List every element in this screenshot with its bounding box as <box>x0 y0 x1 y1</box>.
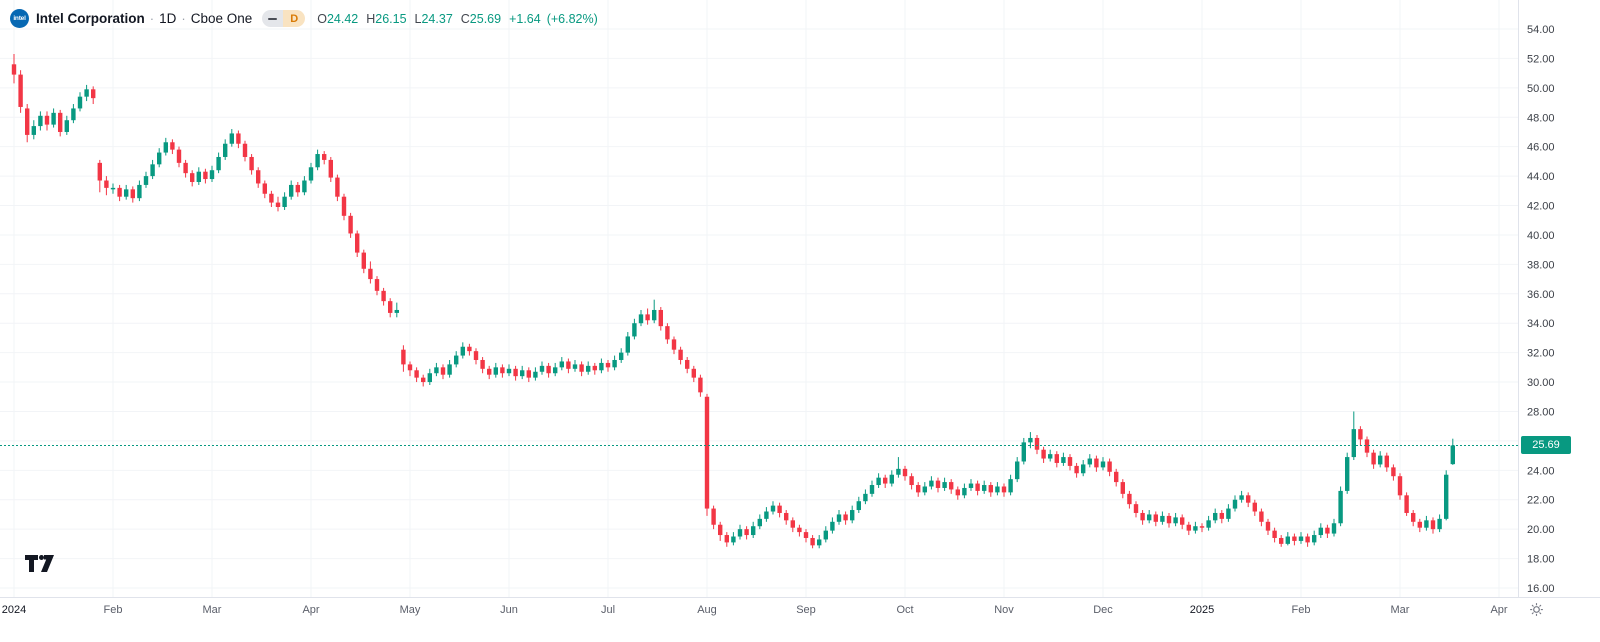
svg-text:32.00: 32.00 <box>1527 348 1555 360</box>
svg-text:Jun: Jun <box>500 604 518 616</box>
svg-text:2024: 2024 <box>2 604 26 616</box>
svg-text:Mar: Mar <box>1391 604 1410 616</box>
ohlc-values: O24.42 H26.15 L24.37 C25.69 +1.64 (+6.82… <box>317 12 604 26</box>
open-value: 24.42 <box>326 11 359 26</box>
svg-text:Jul: Jul <box>601 604 615 616</box>
svg-text:Apr: Apr <box>1490 604 1507 616</box>
last-price-label: 25.69 <box>1521 436 1571 455</box>
svg-text:44.00: 44.00 <box>1527 171 1555 183</box>
svg-text:Apr: Apr <box>302 604 319 616</box>
svg-text:28.00: 28.00 <box>1527 406 1555 418</box>
legend-separator: · <box>149 11 155 26</box>
svg-text:Oct: Oct <box>896 604 913 616</box>
symbol-exchange[interactable]: Cboe One <box>190 11 253 26</box>
grid-layer <box>0 0 1518 597</box>
svg-text:24.00: 24.00 <box>1527 465 1555 477</box>
chart-legend: intel Intel Corporation · 1D · Cboe One … <box>10 9 604 28</box>
svg-text:Nov: Nov <box>994 604 1014 616</box>
svg-text:Dec: Dec <box>1093 604 1113 616</box>
svg-text:38.00: 38.00 <box>1527 259 1555 271</box>
svg-text:20.00: 20.00 <box>1527 524 1555 536</box>
intel-logo-text: intel <box>13 15 26 22</box>
dash-icon <box>262 10 284 27</box>
open-label: O <box>317 11 327 26</box>
interval-pill[interactable]: D <box>262 10 306 27</box>
change-value: +1.64 <box>509 11 541 26</box>
low-label: L <box>414 11 422 26</box>
svg-text:Aug: Aug <box>697 604 717 616</box>
low-value: 24.37 <box>421 11 453 26</box>
svg-text:18.00: 18.00 <box>1527 554 1555 566</box>
axis-borders <box>0 0 1600 598</box>
symbol-interval[interactable]: 1D <box>159 11 177 26</box>
close-label: C <box>460 11 470 26</box>
svg-text:46.00: 46.00 <box>1527 142 1555 154</box>
price-axis: 54.00 52.00 50.00 48.00 46.00 44.00 42.00 40.00… <box>1527 24 1555 595</box>
time-axis: 2024 Feb Mar Apr May Jun Jul Aug Sep Oct Nov Dec 202… <box>2 604 1508 616</box>
axis-settings-gear-icon[interactable] <box>1529 602 1544 617</box>
svg-text:16.00: 16.00 <box>1527 583 1555 595</box>
svg-text:36.00: 36.00 <box>1527 289 1555 301</box>
svg-text:22.00: 22.00 <box>1527 495 1555 507</box>
svg-text:May: May <box>400 604 421 616</box>
svg-text:54.00: 54.00 <box>1527 24 1555 36</box>
svg-text:52.00: 52.00 <box>1527 53 1555 65</box>
candles-layer <box>11 54 1455 549</box>
svg-text:Feb: Feb <box>104 604 123 616</box>
svg-text:2025: 2025 <box>1190 604 1214 616</box>
legend-separator: · <box>181 11 186 26</box>
interval-badge: D <box>283 10 306 27</box>
high-label: H <box>366 11 376 26</box>
intel-logo[interactable]: intel <box>10 9 29 28</box>
svg-text:42.00: 42.00 <box>1527 201 1555 213</box>
change-percent: (+6.82%) <box>546 11 598 26</box>
tradingview-logo-icon <box>25 555 54 572</box>
symbol-title[interactable]: Intel Corporation <box>36 11 145 26</box>
svg-text:Sep: Sep <box>796 604 816 616</box>
svg-text:Feb: Feb <box>1292 604 1311 616</box>
svg-text:34.00: 34.00 <box>1527 318 1555 330</box>
svg-text:40.00: 40.00 <box>1527 230 1555 242</box>
close-value: 25.69 <box>469 11 502 26</box>
svg-text:50.00: 50.00 <box>1527 83 1555 95</box>
high-value: 26.15 <box>375 11 407 26</box>
svg-text:30.00: 30.00 <box>1527 377 1555 389</box>
svg-text:Mar: Mar <box>203 604 222 616</box>
tradingview-logo[interactable] <box>24 554 56 576</box>
svg-text:48.00: 48.00 <box>1527 112 1555 124</box>
